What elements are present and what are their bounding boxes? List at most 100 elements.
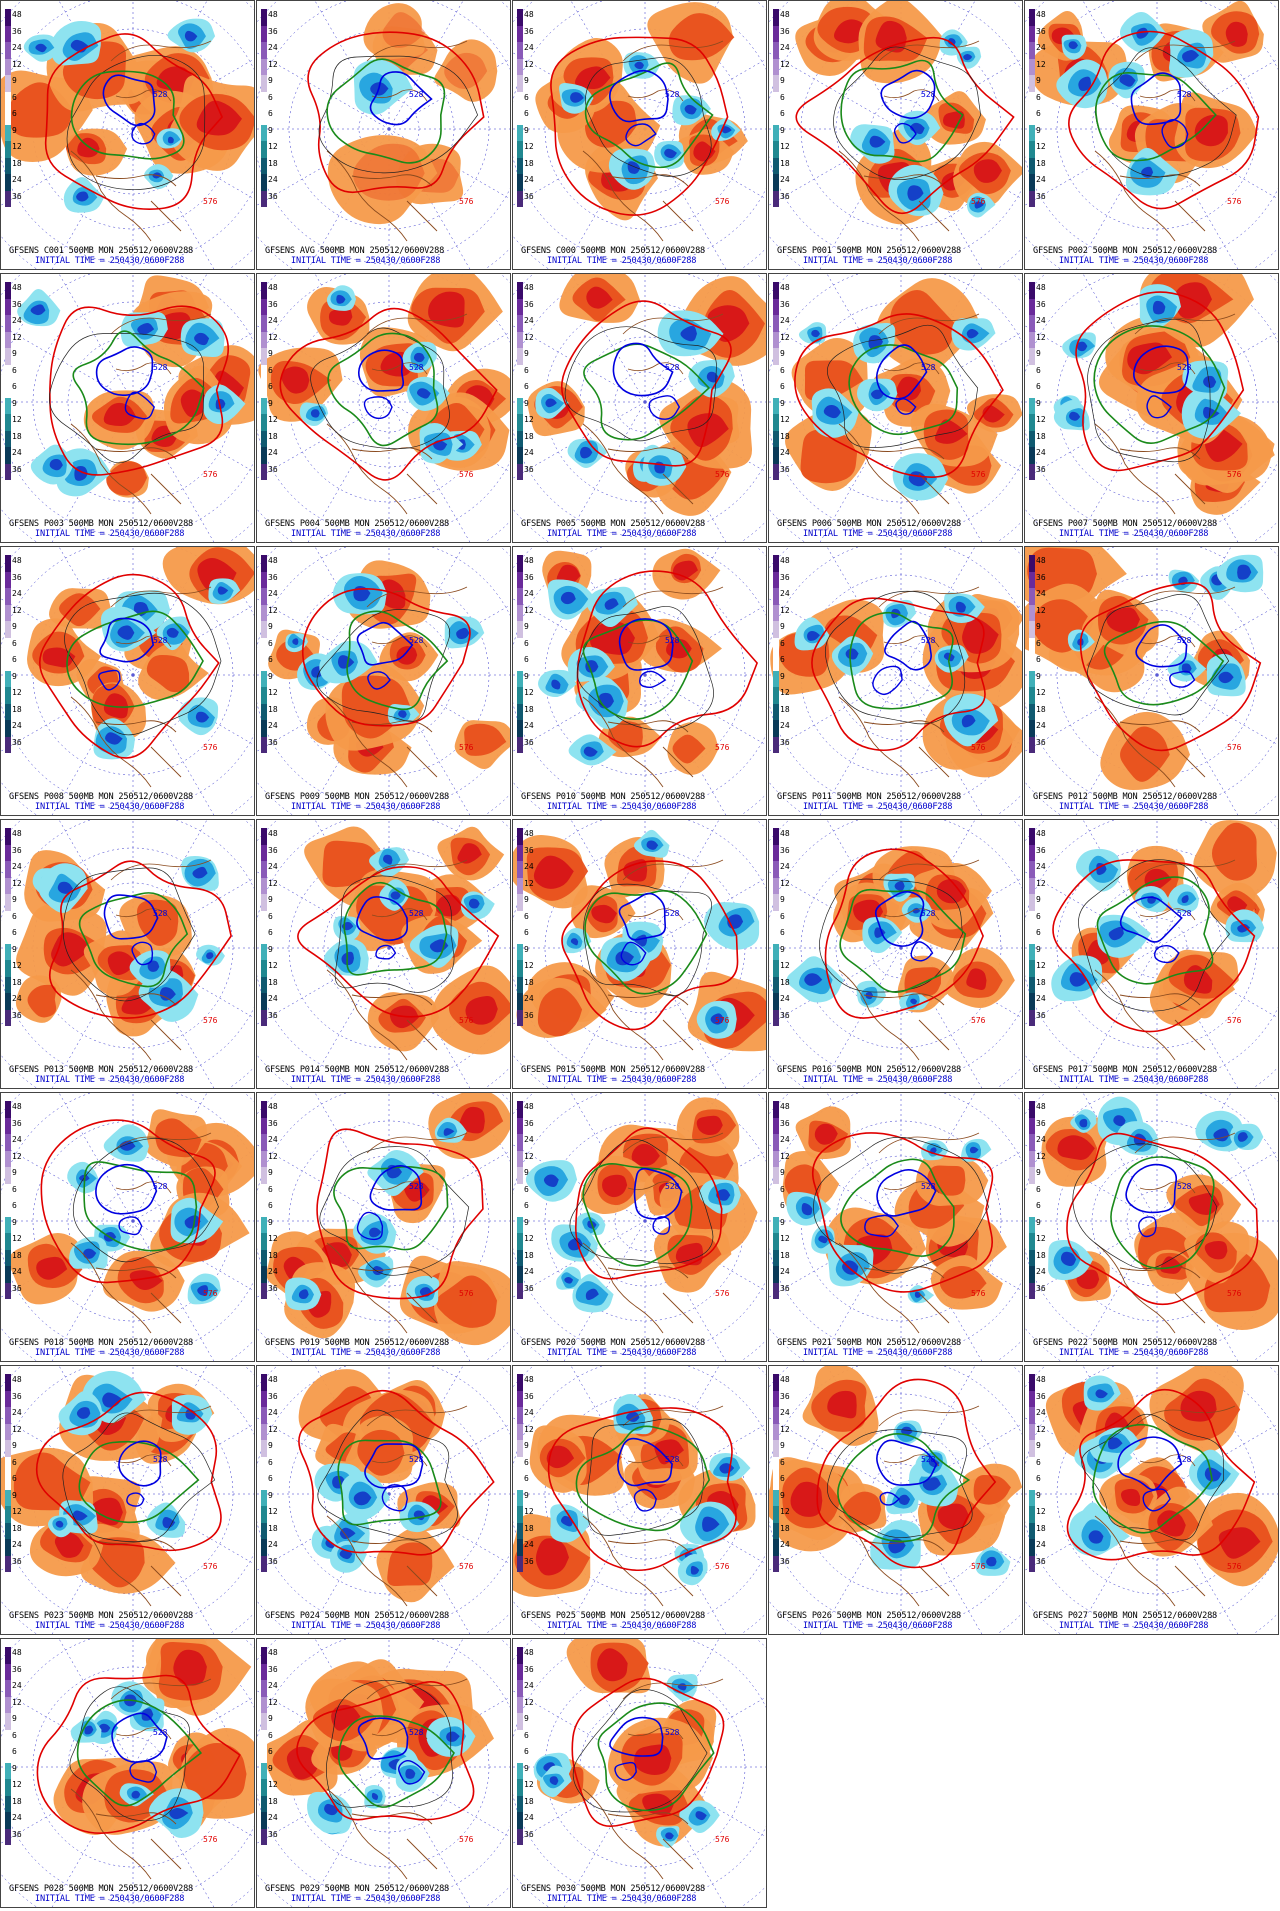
initial-time-caption: INITIAL TIME = 250430/0600F288	[291, 1894, 441, 1904]
contour-546	[1096, 876, 1214, 985]
color-scale-tick-label: 24	[12, 1135, 22, 1144]
meridian-line	[644, 604, 766, 676]
strong-positive-anomaly	[696, 1115, 723, 1136]
ensemble-panel-p016: 528 576 48 36 24 12 9 6 6 9 12 18 24 36 GFSENS P016 50…	[768, 819, 1023, 1089]
panel-caption: GFSENS P026 500MB MON 250512/0600V288	[777, 1611, 962, 1621]
color-scale-tick-label: 24	[268, 175, 278, 184]
strong-negative-anomaly	[986, 1556, 997, 1567]
color-scale-tick-label: 18	[780, 158, 790, 168]
meridian-line	[769, 674, 902, 752]
coastline	[582, 423, 694, 515]
color-scale-tick-label: 24	[780, 862, 790, 871]
height-contour	[326, 1680, 453, 1808]
contour-576	[36, 1674, 241, 1834]
panel-caption: GFSENS C001 500MB MON 250512/0600V288	[9, 246, 194, 256]
color-scale-tick-label: 18	[524, 1796, 534, 1806]
strong-negative-anomaly	[1077, 341, 1088, 352]
color-scale-tick-label: 9	[524, 895, 529, 904]
color-scale-tick-label: 24	[268, 316, 278, 325]
positive-anomaly-shading	[436, 1275, 497, 1328]
color-scale-bar	[517, 555, 523, 753]
strong-negative-anomaly	[117, 625, 135, 640]
color-scale-tick-label: 6	[1036, 92, 1041, 102]
contour-576	[811, 1132, 994, 1293]
contour-546	[343, 881, 448, 976]
hemisphere-map: 528 576	[1025, 547, 1278, 815]
height-contour	[72, 1138, 219, 1263]
strong-negative-anomaly	[369, 1227, 382, 1238]
coastline	[366, 586, 468, 648]
color-scale-tick-label: 48	[268, 10, 278, 19]
color-scale-tick-label: 36	[268, 737, 278, 747]
strong-negative-anomaly	[702, 1516, 720, 1532]
hemisphere-map: 528 576	[513, 820, 766, 1088]
color-scale-tick-label: 24	[12, 1813, 22, 1822]
color-scale-tick-label: 6	[12, 1730, 17, 1740]
color-scale-tick-label: 6	[12, 911, 17, 921]
contour-528	[1142, 1488, 1171, 1512]
hemisphere-map: 528 576	[513, 1366, 766, 1634]
panel-caption: GFSENS P013 500MB MON 250512/0600V288	[9, 1065, 194, 1075]
contour-label-576: 576	[1227, 743, 1242, 752]
strong-negative-anomaly	[371, 1792, 379, 1800]
color-scale-tick-label: 6	[1036, 1457, 1041, 1467]
initial-time-caption: INITIAL TIME = 250430/0600F288	[35, 529, 185, 539]
contour-528	[102, 74, 156, 127]
color-scale-tick-label: 12	[780, 59, 790, 69]
positive-anomaly-shading	[537, 987, 583, 1037]
contour-528	[124, 391, 156, 420]
contour-546	[333, 1166, 449, 1251]
color-scale-tick-label: 36	[780, 26, 790, 36]
contour-528	[884, 620, 932, 671]
meridian-line	[1025, 1493, 1158, 1571]
strong-positive-anomaly	[586, 286, 613, 309]
color-scale-tick-label: 18	[780, 1250, 790, 1260]
color-scale-tick-label: 36	[780, 1283, 790, 1293]
hemisphere-map: 528 576	[769, 274, 1022, 542]
color-scale-tick-label: 36	[268, 1118, 278, 1128]
ensemble-panel-p008: 528 576 48 36 24 12 9 6 6 9 12 18 24 36 GFSENS P008 50…	[0, 546, 255, 816]
meridian-line	[819, 1493, 902, 1634]
contour-label-576: 576	[715, 743, 730, 752]
meridian-line	[900, 58, 1022, 130]
color-scale-bar	[517, 9, 523, 207]
color-scale-tick-label: 48	[1036, 829, 1046, 838]
strong-negative-anomaly	[405, 1768, 416, 1779]
strong-positive-anomaly	[107, 951, 136, 976]
hemisphere-map: 528 576	[1025, 1093, 1278, 1361]
color-scale-tick-label: 9	[524, 1763, 529, 1773]
color-scale-tick-label: 24	[1036, 43, 1046, 52]
color-scale-tick-label: 24	[268, 1813, 278, 1822]
strong-positive-anomaly	[827, 1390, 857, 1419]
ensemble-panel-p018: 528 576 48 36 24 12 9 6 6 9 12 18 24 36 GFSENS P018 50…	[0, 1092, 255, 1362]
height-contour	[62, 1412, 216, 1543]
contour-528	[1130, 72, 1182, 126]
meridian-line	[257, 128, 390, 206]
ensemble-panel-p001: 528 576 48 36 24 12 9 6 6 9 12 18 24 36 GFSENS P001 50…	[768, 0, 1023, 270]
strong-positive-anomaly	[1160, 1256, 1183, 1274]
strong-negative-anomaly	[390, 891, 401, 900]
contour-528	[129, 1760, 158, 1783]
color-scale-tick-label: 9	[268, 76, 273, 85]
hemisphere-map: 528 576	[257, 1, 510, 269]
meridian-line	[644, 1366, 720, 1495]
strong-negative-anomaly	[1069, 411, 1081, 421]
color-scale-tick-label: 18	[268, 431, 278, 441]
contour-576	[35, 1391, 222, 1552]
color-scale-tick-label: 6	[268, 1474, 273, 1483]
panel-caption: GFSENS P025 500MB MON 250512/0600V288	[521, 1611, 706, 1621]
meridian-line	[307, 128, 390, 269]
meridian-line	[1, 325, 134, 403]
ensemble-panel-p017: 528 576 48 36 24 12 9 6 6 9 12 18 24 36 GFSENS P017 50…	[1024, 819, 1279, 1089]
meridian-line	[388, 128, 471, 269]
meridian-line	[644, 820, 720, 949]
color-scale-tick-label: 12	[1036, 1507, 1046, 1516]
contour-label-528: 528	[665, 1728, 680, 1737]
color-scale-tick-label: 9	[12, 1217, 17, 1227]
panel-caption: GFSENS P020 500MB MON 250512/0600V288	[521, 1338, 706, 1348]
ensemble-panel-p010: 528 576 48 36 24 12 9 6 6 9 12 18 24 36 GFSENS P010 50…	[512, 546, 767, 816]
contour-528	[111, 1712, 168, 1763]
coastline	[1134, 859, 1236, 921]
contour-label-576: 576	[459, 743, 474, 752]
meridian-line	[388, 674, 471, 815]
